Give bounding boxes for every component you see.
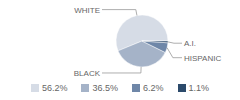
html-text:56.2%: 56.2%	[42, 83, 68, 93]
svg-text:WHITE: WHITE	[74, 6, 100, 15]
html-text:6.2%: 6.2%	[143, 83, 164, 93]
svg-text:HISPANIC: HISPANIC	[184, 54, 221, 63]
html-text:36.5%: 36.5%	[92, 83, 118, 93]
html-text:1.1%: 1.1%	[188, 83, 209, 93]
svg-text:A.I.: A.I.	[184, 39, 196, 48]
svg-text:BLACK: BLACK	[74, 69, 101, 78]
